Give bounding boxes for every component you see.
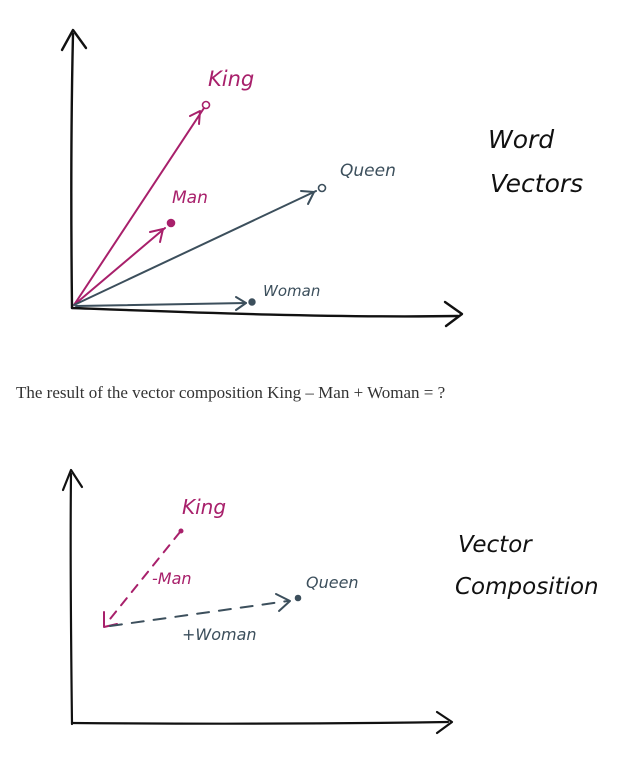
- woman-vector-arrowhead: [235, 296, 247, 311]
- minus-man-label: -Man: [152, 569, 192, 588]
- y-axis: [70, 32, 75, 310]
- x-axis-2-arrowhead: [435, 710, 454, 735]
- plus-woman-label: +Woman: [182, 625, 257, 644]
- y-axis-2-arrowhead: [61, 468, 84, 492]
- plus-woman-vector: [109, 600, 289, 627]
- figure-word-vectors: King Man Queen Woman Word Vectors: [60, 28, 583, 328]
- man-vector: [73, 227, 166, 306]
- king-label: King: [208, 67, 254, 91]
- man-label: Man: [172, 188, 208, 208]
- x-axis-arrowhead: [443, 300, 464, 328]
- title-word: Word: [488, 125, 554, 154]
- figure-vector-composition: King -Man Queen +Woman Vector Compositio…: [61, 468, 599, 735]
- queen-label: Queen: [340, 161, 396, 181]
- x-axis-2: [70, 720, 450, 725]
- queen-point: [317, 183, 327, 193]
- y-axis-arrowhead: [60, 28, 88, 52]
- queen-vector: [73, 190, 317, 306]
- title-composition: Composition: [455, 574, 599, 600]
- title-vector: Vector: [458, 532, 533, 558]
- woman-vector: [75, 302, 247, 307]
- y-axis-2: [69, 472, 74, 726]
- queen-point-2: [294, 594, 302, 602]
- queen-vector-arrowhead: [300, 190, 315, 205]
- plus-woman-arrowhead: [275, 593, 291, 612]
- king-label-2: King: [182, 495, 226, 519]
- king-vector: [73, 107, 205, 306]
- title-vectors: Vectors: [490, 169, 583, 198]
- queen-label-2: Queen: [306, 573, 359, 592]
- man-point: [166, 218, 176, 228]
- king-point: [201, 100, 211, 110]
- king-point-2: [178, 528, 184, 534]
- minus-man-vector: [105, 531, 181, 625]
- king-vector-arrowhead: [189, 110, 201, 125]
- x-axis: [70, 306, 460, 318]
- caption-text: The result of the vector composition Kin…: [16, 383, 446, 402]
- woman-point: [248, 298, 256, 306]
- man-vector-arrowhead: [149, 228, 164, 243]
- woman-label: Woman: [263, 282, 320, 300]
